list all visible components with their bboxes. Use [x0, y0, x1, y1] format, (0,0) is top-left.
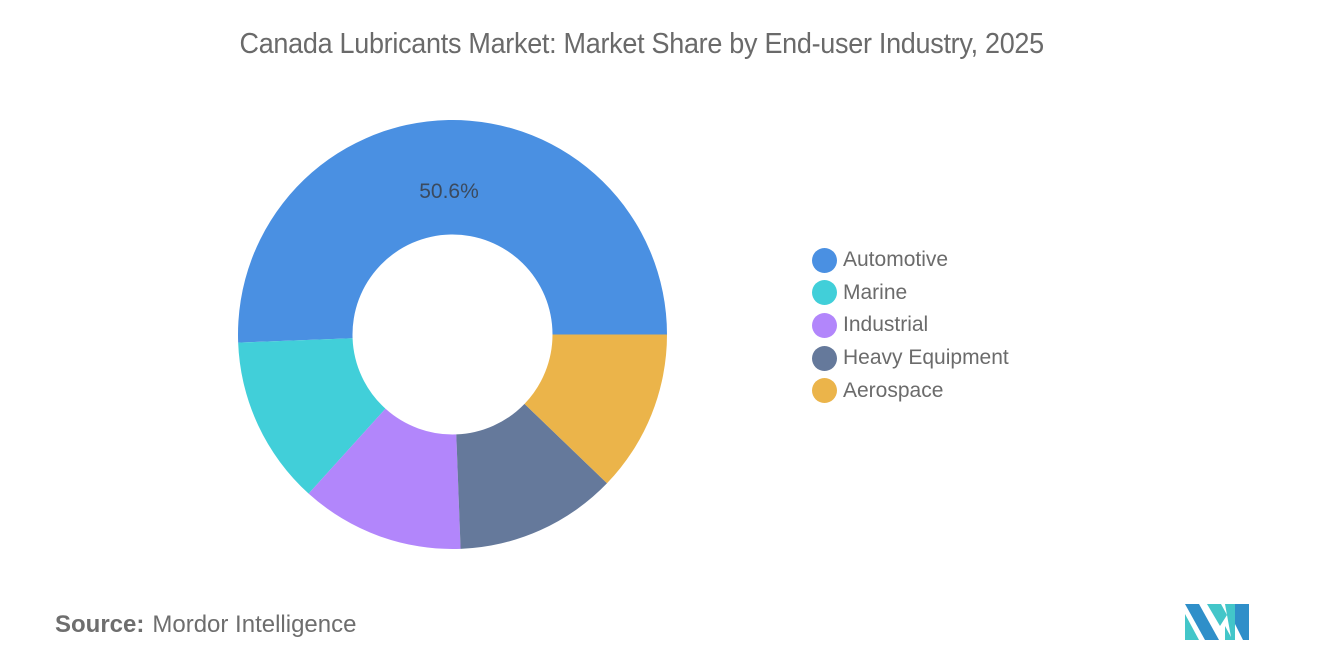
legend-label: Heavy Equipment — [843, 346, 1009, 370]
slice-automotive[interactable] — [238, 120, 667, 343]
source-note: Source: Mordor Intelligence — [55, 611, 356, 639]
legend-label: Industrial — [843, 313, 929, 337]
legend-label: Marine — [843, 280, 908, 304]
source-label: Source: — [55, 611, 145, 638]
legend-marker-icon — [812, 280, 837, 306]
slice-industrial[interactable] — [308, 408, 461, 549]
legend-item-automotive[interactable]: Automotive — [812, 244, 1009, 277]
legend-item-heavy-equipment[interactable]: Heavy Equipment — [812, 342, 1009, 375]
slice-heavy-equipment[interactable] — [456, 403, 608, 549]
legend-marker-icon — [812, 247, 837, 273]
legend-item-marine[interactable]: Marine — [812, 277, 1009, 310]
slice-aerospace[interactable] — [524, 334, 667, 484]
legend-label: Aerospace — [843, 378, 944, 402]
source-value: Mordor Intelligence — [152, 611, 357, 638]
chart-title: Canada Lubricants Market: Market Share b… — [239, 28, 1045, 60]
legend: Automotive Marine Industrial Heavy Equip… — [812, 244, 1009, 407]
donut-slices — [238, 120, 667, 549]
mordor-intelligence-logo-icon — [1185, 604, 1249, 640]
legend-marker-icon — [812, 378, 837, 404]
legend-marker-icon — [812, 312, 837, 338]
legend-item-industrial[interactable]: Industrial — [812, 309, 1009, 342]
slice-label-automotive: 50.6% — [419, 180, 479, 203]
legend-item-aerospace[interactable]: Aerospace — [812, 374, 1009, 407]
slice-marine[interactable] — [238, 338, 386, 494]
legend-label: Automotive — [843, 248, 949, 272]
legend-marker-icon — [812, 345, 837, 371]
